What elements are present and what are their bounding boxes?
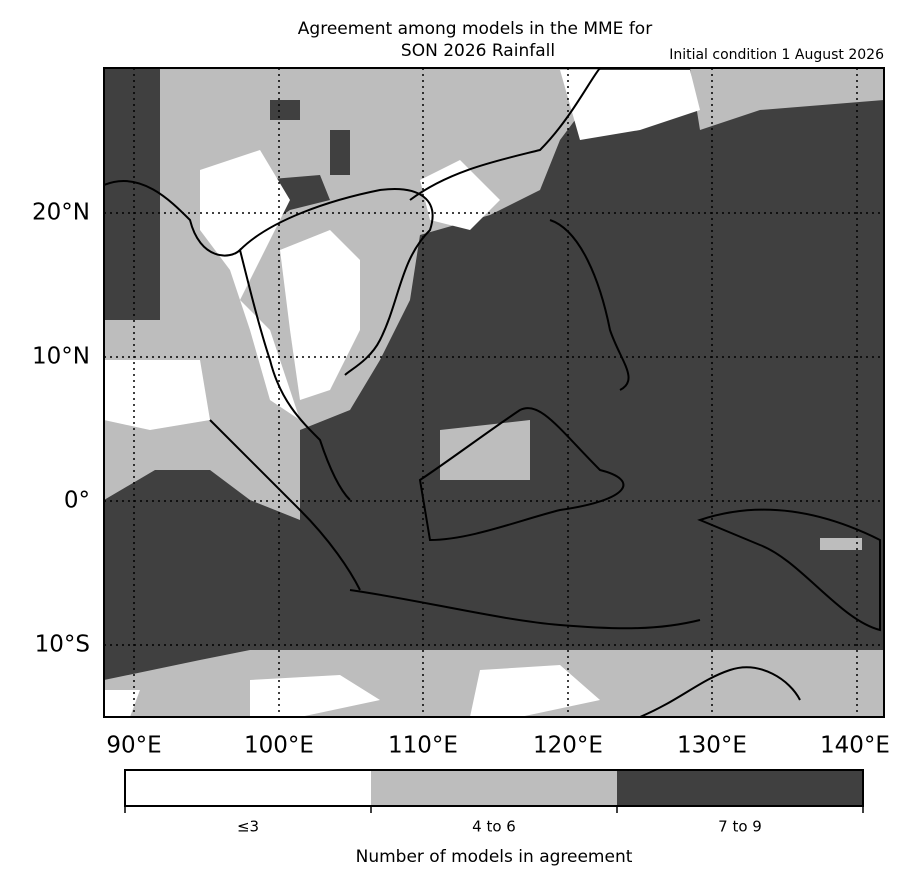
subtitle: Initial condition 1 August 2026 xyxy=(669,47,884,63)
colorbar: ≤3 4 to 6 7 to 9 xyxy=(124,769,864,836)
lat-label: 10°S xyxy=(35,632,90,658)
lat-label: 20°N xyxy=(32,200,90,226)
lon-label: 130°E xyxy=(677,733,747,759)
lon-label: 100°E xyxy=(244,733,314,759)
colorbar-swatch xyxy=(617,770,863,806)
colorbar-label: 7 to 9 xyxy=(718,818,762,836)
lat-label: 0° xyxy=(64,488,90,514)
colorbar-swatch xyxy=(371,770,617,806)
lon-label: 120°E xyxy=(533,733,603,759)
colorbar-swatch xyxy=(125,770,371,806)
colorbar-label: 4 to 6 xyxy=(472,818,516,836)
colorbar-title: Number of models in agreement xyxy=(356,847,633,867)
title-line: Agreement among models in the MME for xyxy=(298,19,652,39)
lat-label: 10°N xyxy=(32,344,90,370)
lon-label: 110°E xyxy=(388,733,458,759)
colorbar-label: ≤3 xyxy=(237,818,259,836)
map xyxy=(103,67,885,718)
lon-label: 90°E xyxy=(106,733,161,759)
colorbar-frame xyxy=(124,769,864,807)
title-line: SON 2026 Rainfall xyxy=(401,41,555,61)
lon-label: 140°E xyxy=(820,733,890,759)
